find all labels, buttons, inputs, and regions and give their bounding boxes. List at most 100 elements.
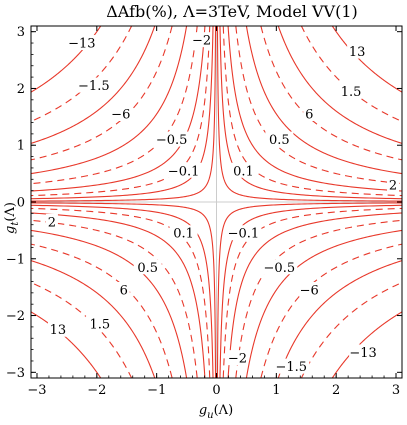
contour-label: −0.5 <box>264 261 296 276</box>
contour-label-bg <box>229 162 258 178</box>
contour-label: 2 <box>389 178 397 193</box>
contour-label: −13 <box>68 37 95 52</box>
contour-line <box>31 281 133 378</box>
x-tick-label: 3 <box>392 383 400 398</box>
contour-label-bg <box>169 225 198 241</box>
contour-line <box>31 26 156 144</box>
contour-label-bg <box>165 162 202 178</box>
x-tick-label: −3 <box>27 383 46 398</box>
contour-label: 6 <box>120 284 128 299</box>
contour-label: 0.1 <box>233 164 254 179</box>
contour-label-bg <box>387 176 400 192</box>
contour-label: −0.5 <box>156 133 188 148</box>
contour-label: −0.1 <box>168 164 200 179</box>
contour-line <box>331 311 402 378</box>
contour-label: 0.5 <box>269 133 290 148</box>
y-tick-label: 2 <box>17 82 25 97</box>
contour-label: 2 <box>48 215 56 230</box>
x-axis-label-base: g <box>199 403 207 418</box>
contour-label-bg <box>67 35 96 51</box>
x-axis-label: gu(Λ) <box>199 403 233 421</box>
x-axis-label-sub: u <box>207 410 213 421</box>
contour-label-bg <box>299 282 320 297</box>
contour-label: 0.1 <box>173 227 194 242</box>
contour-label: −6 <box>111 108 130 123</box>
contour-label: −1.5 <box>78 79 110 94</box>
y-tick-label: 1 <box>17 139 25 154</box>
x-axis-label-suffix: (Λ) <box>214 403 234 418</box>
contour-label-bg <box>85 316 114 332</box>
y-axis-label-base: g <box>3 226 18 234</box>
contour-line <box>216 26 402 202</box>
contour-line <box>31 212 206 378</box>
x-tick-label: 2 <box>332 383 340 398</box>
y-axis-label-sub: t <box>10 221 21 226</box>
contour-label-bg <box>349 344 378 360</box>
y-tick-label: −1 <box>6 252 25 267</box>
contour-line <box>245 229 402 378</box>
contour-label-bg <box>47 321 68 337</box>
y-axis-label-suffix: (Λ) <box>3 202 18 222</box>
contour-label: 13 <box>349 45 366 60</box>
contour-label-bg <box>117 282 130 297</box>
contour-label-bg <box>347 43 368 59</box>
x-tick-label: 1 <box>272 383 280 398</box>
contour-label: 1.5 <box>89 318 110 333</box>
contour-line <box>31 202 217 378</box>
chart-title: ΔAfb(%), Λ=3TeV, Model VV(1) <box>106 2 358 21</box>
contour-line <box>300 26 402 123</box>
contour-line <box>227 26 402 192</box>
contour-line <box>31 311 102 378</box>
contour-line <box>31 26 206 192</box>
contour-label-bg <box>191 32 212 48</box>
contour-label: −13 <box>349 346 376 361</box>
axis-ticks: −3 −2 −1 0 1 2 3 −3 −2 −1 0 1 2 3 <box>6 25 402 398</box>
x-tick-label: 0 <box>212 383 220 398</box>
y-tick-label: 3 <box>17 25 25 40</box>
contour-line <box>31 26 198 185</box>
contour-label-bg <box>133 259 162 275</box>
contour-label-bg <box>225 225 262 241</box>
contour-line <box>219 26 402 200</box>
y-axis-label: gt(Λ) <box>3 202 21 234</box>
contour-label-bg <box>337 83 366 99</box>
contour-label: −1.5 <box>276 360 308 375</box>
contour-label: 6 <box>305 108 313 123</box>
contour-line <box>31 26 214 200</box>
x-tick-label: −2 <box>87 383 106 398</box>
contour-line <box>235 219 402 378</box>
contour-label: −0.1 <box>228 227 260 242</box>
y-tick-label: −3 <box>6 366 25 381</box>
contour-line <box>31 229 188 378</box>
contour-line <box>31 26 188 175</box>
contour-label-bg <box>261 259 298 275</box>
contour-line <box>31 26 133 123</box>
contour-line <box>331 26 402 93</box>
contour-line <box>277 260 402 378</box>
contour-label: −2 <box>228 352 247 367</box>
contour-line <box>31 260 156 378</box>
contour-line <box>31 26 102 93</box>
y-tick-label: 0 <box>17 196 25 211</box>
contour-label: 1.5 <box>341 85 362 100</box>
x-tick-label: −1 <box>147 383 166 398</box>
y-tick-label: −2 <box>6 309 25 324</box>
contour-label-bg <box>45 213 58 229</box>
contour-label-bg <box>265 131 294 147</box>
contour-line <box>31 219 198 378</box>
contour-label: 13 <box>50 323 67 338</box>
contour-label-bg <box>75 77 112 93</box>
contour-label-bg <box>273 358 310 374</box>
contour-label-bg <box>227 350 248 366</box>
zero-lines <box>31 26 402 378</box>
contour-line <box>216 202 402 378</box>
contour-line <box>31 26 217 202</box>
contour-line <box>277 26 402 144</box>
contour-label: −2 <box>192 34 211 49</box>
contour-label-bg <box>153 131 190 147</box>
contour-line <box>235 26 402 185</box>
contour-label: 0.5 <box>137 261 158 276</box>
